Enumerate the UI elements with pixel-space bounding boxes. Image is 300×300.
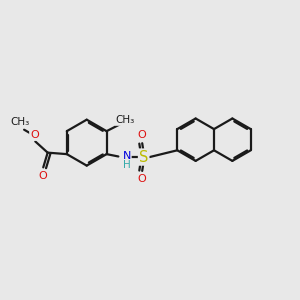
Text: CH₃: CH₃	[116, 115, 135, 125]
Text: N: N	[122, 152, 131, 161]
Text: CH₃: CH₃	[10, 117, 29, 127]
Text: O: O	[38, 171, 47, 181]
Text: O: O	[138, 174, 147, 184]
Text: S: S	[139, 150, 148, 165]
Text: O: O	[30, 130, 39, 140]
Text: H: H	[123, 160, 130, 170]
Text: O: O	[138, 130, 147, 140]
